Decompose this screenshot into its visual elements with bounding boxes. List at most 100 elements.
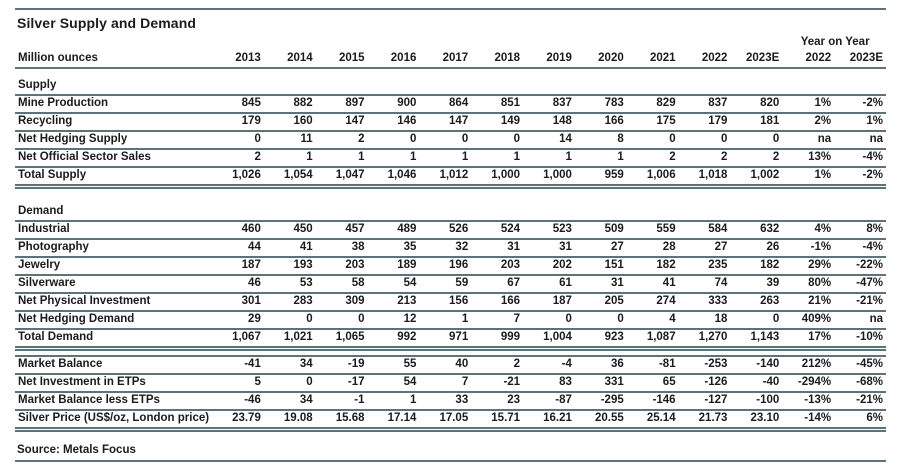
row-net-hedging-supply: Net Hedging Supply 0 11 2 0 0 0 14 8 0 0 0 na na: [15, 131, 886, 150]
value-cell-net-physical-investment-2021: 274: [626, 292, 679, 312]
value-cell-net-official-sector-sales-2019: 1: [523, 149, 575, 168]
value-cell-net-hedging-demand-2023e: 0: [730, 310, 783, 330]
value-cell-net-hedging-demand-2018: 7: [471, 310, 524, 330]
value-cell-net-investment-in-etps-2016: 54: [367, 374, 420, 393]
value-cell-total-supply-2016: 1,046: [367, 167, 420, 189]
value-cell-net-hedging-supply-2014: 11: [263, 131, 316, 150]
value-cell-photography-2015: 38: [315, 238, 368, 258]
value-cell-mine-production-2015: 897: [315, 95, 368, 114]
value-cell-net-hedging-supply-2023e: 0: [730, 131, 783, 150]
value-cell-photography-2018: 31: [471, 238, 524, 258]
row-recycling: Recycling 179 160 147 146 147 149 148 166 175 179 1…: [15, 113, 886, 132]
value-cell-recycling-2021: 175: [626, 113, 679, 132]
value-cell-net-physical-investment-2014: 283: [263, 292, 316, 312]
row-label: Mine Production: [15, 95, 212, 114]
section-header-label: Supply: [15, 68, 886, 96]
value-cell-market-balance-less-etps-2019: -87: [523, 392, 575, 411]
value-cell-net-hedging-supply-2016: 0: [367, 131, 420, 150]
value-cell-total-demand-2022-yoy: 17%: [782, 328, 835, 351]
value-cell-net-investment-in-etps-2021: 65: [626, 374, 679, 393]
spacer-cell: [15, 187, 886, 195]
value-cell-industrial-2021: 559: [626, 220, 679, 240]
value-cell-mine-production-2018: 851: [471, 95, 524, 114]
row-net-physical-investment: Net Physical Investment 301 283 309 213 156 16…: [15, 292, 886, 312]
value-cell-net-investment-in-etps-2015: -17: [315, 374, 368, 393]
value-cell-net-physical-investment-2017: 156: [419, 292, 472, 312]
row-industrial: Industrial 460 450 457 489 526 524 523 509 559 584…: [15, 220, 886, 240]
column-header-row: Million ounces 2013 2014 2015 2016 2017 2018 2…: [15, 51, 886, 69]
row-label: Net Hedging Demand: [15, 310, 212, 330]
value-cell-mine-production-2020: 783: [574, 95, 627, 114]
value-cell-recycling-2023e: 181: [730, 113, 783, 132]
value-cell-industrial-2023e-yoy: 8%: [834, 220, 886, 240]
value-cell-total-demand-2021: 1,087: [626, 328, 679, 351]
value-cell-market-balance-less-etps-2018: 23: [471, 392, 524, 411]
row-total-supply: Total Supply 1,026 1,054 1,047 1,046 1,012 1,0…: [15, 167, 886, 189]
value-cell-industrial-2017: 526: [419, 220, 472, 240]
row-label: Industrial: [15, 220, 212, 240]
year-column-2016: 2016: [367, 51, 420, 69]
value-cell-market-balance-less-etps-2023e: -100: [730, 392, 783, 411]
value-cell-silverware-2020: 31: [574, 274, 627, 294]
value-cell-net-hedging-supply-2018: 0: [471, 131, 524, 150]
value-cell-net-physical-investment-2019: 187: [523, 292, 575, 312]
value-cell-jewelry-2015: 203: [315, 256, 368, 276]
value-cell-market-balance-2021: -81: [626, 355, 679, 375]
value-cell-jewelry-2019: 202: [523, 256, 575, 276]
value-cell-silver-price-us-oz-london-price-2023e: 23.10: [730, 410, 783, 432]
value-cell-net-physical-investment-2018: 166: [471, 292, 524, 312]
value-cell-photography-2022-yoy: -1%: [782, 238, 835, 258]
value-cell-silver-price-us-oz-london-price-2018: 15.71: [471, 410, 524, 432]
value-cell-silverware-2019: 61: [523, 274, 575, 294]
value-cell-silver-price-us-oz-london-price-2022-yoy: -14%: [782, 410, 835, 432]
value-cell-net-official-sector-sales-2015: 1: [315, 149, 368, 168]
value-cell-silver-price-us-oz-london-price-2017: 17.05: [419, 410, 472, 432]
value-cell-photography-2016: 35: [367, 238, 420, 258]
value-cell-net-hedging-supply-2015: 2: [315, 131, 368, 150]
spacer-cell: [15, 348, 886, 356]
value-cell-industrial-2018: 524: [471, 220, 524, 240]
value-cell-total-supply-2020: 959: [574, 167, 627, 189]
row-label: Net Physical Investment: [15, 292, 212, 312]
value-cell-net-official-sector-sales-2018: 1: [471, 149, 524, 168]
value-cell-market-balance-2020: 36: [574, 355, 627, 375]
year-column-2014: 2014: [263, 51, 316, 69]
value-cell-photography-2019: 31: [523, 238, 575, 258]
value-cell-mine-production-2017: 864: [419, 95, 472, 114]
value-cell-market-balance-less-etps-2014: 34: [263, 392, 316, 411]
row-label: Net Investment in ETPs: [15, 374, 212, 393]
value-cell-mine-production-2019: 837: [523, 95, 575, 114]
section-header-demand: Demand: [15, 194, 886, 222]
yoy-column-2023e: 2023E: [834, 51, 886, 69]
value-cell-market-balance-less-etps-2022: -127: [678, 392, 731, 411]
value-cell-jewelry-2023e: 182: [730, 256, 783, 276]
value-cell-net-investment-in-etps-2013: 5: [212, 374, 264, 393]
value-cell-net-hedging-supply-2019: 14: [523, 131, 575, 150]
value-cell-net-hedging-demand-2022-yoy: 409%: [782, 310, 835, 330]
row-net-investment-in-etps: Net Investment in ETPs 5 0 -17 54 7 -21 83 331 65…: [15, 374, 886, 393]
value-cell-mine-production-2022: 837: [678, 95, 731, 114]
value-cell-jewelry-2020: 151: [574, 256, 627, 276]
value-cell-photography-2014: 41: [263, 238, 316, 258]
section-header-label: Demand: [15, 194, 886, 222]
value-cell-silver-price-us-oz-london-price-2020: 20.55: [574, 410, 627, 432]
table-body: Supply Mine Production 845 882 897 900 864 851 8…: [15, 68, 886, 432]
value-cell-photography-2017: 32: [419, 238, 472, 258]
value-cell-industrial-2019: 523: [523, 220, 575, 240]
value-cell-jewelry-2023e-yoy: -22%: [834, 256, 886, 276]
value-cell-market-balance-less-etps-2023e-yoy: -21%: [834, 392, 886, 411]
value-cell-industrial-2023e: 632: [730, 220, 783, 240]
value-cell-silver-price-us-oz-london-price-2021: 25.14: [626, 410, 679, 432]
value-cell-recycling-2023e-yoy: 1%: [834, 113, 886, 132]
value-cell-mine-production-2023e-yoy: -2%: [834, 95, 886, 114]
source-note: Source: Metals Focus: [15, 442, 886, 462]
value-cell-mine-production-2016: 900: [367, 95, 420, 114]
value-cell-net-hedging-demand-2016: 12: [367, 310, 420, 330]
value-cell-mine-production-2014: 882: [263, 95, 316, 114]
value-cell-photography-2022: 27: [678, 238, 731, 258]
value-cell-net-investment-in-etps-2014: 0: [263, 374, 316, 393]
row-label: Market Balance: [15, 355, 212, 375]
value-cell-mine-production-2013: 845: [212, 95, 264, 114]
value-cell-jewelry-2016: 189: [367, 256, 420, 276]
value-cell-market-balance-less-etps-2021: -146: [626, 392, 679, 411]
